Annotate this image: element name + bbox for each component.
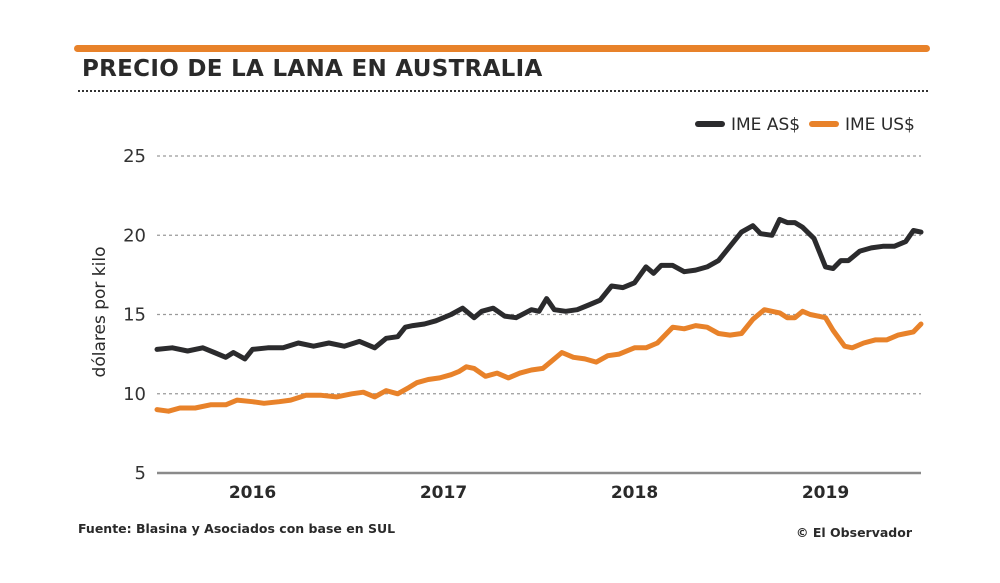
chart-title: PRECIO DE LA LANA EN AUSTRALIA [82, 56, 543, 82]
x-tick-label: 2017 [420, 483, 467, 503]
legend: IME AS$ IME US$ [695, 115, 915, 135]
y-tick-label: 25 [123, 146, 146, 167]
y-tick-label: 15 [123, 305, 146, 326]
legend-label-ime-us: IME US$ [845, 115, 915, 135]
x-tick-label: 2018 [611, 483, 658, 503]
x-tick-label: 2019 [802, 483, 849, 503]
y-tick-label: 10 [123, 384, 146, 405]
credit-note: © El Observador [796, 525, 912, 540]
y-tick-label: 5 [135, 463, 146, 484]
source-note: Fuente: Blasina y Asociados con base en … [78, 521, 396, 536]
series-line-ime-us [154, 307, 924, 414]
series-lines [154, 216, 924, 414]
top-accent-rule [74, 45, 930, 52]
legend-label-ime-as: IME AS$ [731, 115, 800, 135]
x-axis-ticks: 2016 2017 2018 2019 [229, 483, 849, 503]
title-divider [78, 90, 928, 92]
series-line-ime-as [154, 216, 924, 362]
y-axis-label: dólares por kilo [90, 247, 110, 378]
y-tick-label: 20 [123, 225, 146, 246]
x-tick-label: 2016 [229, 483, 276, 503]
grid-lines [157, 155, 921, 475]
y-axis-ticks: 5 10 15 20 25 [123, 146, 146, 484]
